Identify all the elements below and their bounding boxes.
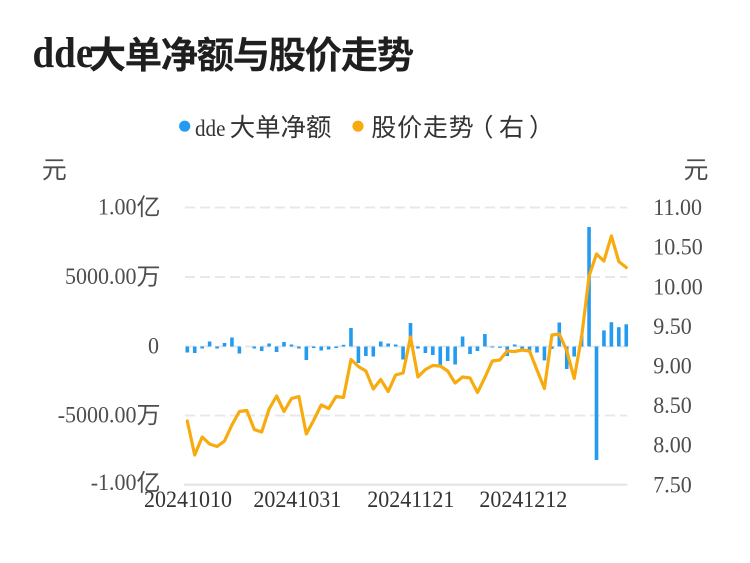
svg-text:9.00: 9.00 [653,353,691,379]
svg-text:8.50: 8.50 [653,393,691,419]
svg-text:20241010: 20241010 [144,486,232,512]
svg-text:10.00: 10.00 [653,274,702,300]
svg-text:-5000.00: -5000.00 [58,402,137,428]
svg-text:9.50: 9.50 [653,313,691,339]
svg-text:0: 0 [148,333,159,359]
svg-text:5000.00: 5000.00 [65,263,136,289]
svg-text:10.50: 10.50 [653,234,702,260]
svg-text:20241121: 20241121 [367,486,454,512]
svg-text:dde: dde [33,28,94,76]
svg-text:20241031: 20241031 [253,486,341,512]
svg-text:11.00: 11.00 [653,195,702,221]
svg-text:dde: dde [195,115,226,141]
svg-text:8.00: 8.00 [653,432,691,458]
svg-text:20241212: 20241212 [479,486,567,512]
svg-text:-1.00: -1.00 [91,469,137,495]
svg-text:1.00: 1.00 [98,194,136,220]
svg-text:7.50: 7.50 [653,472,691,498]
